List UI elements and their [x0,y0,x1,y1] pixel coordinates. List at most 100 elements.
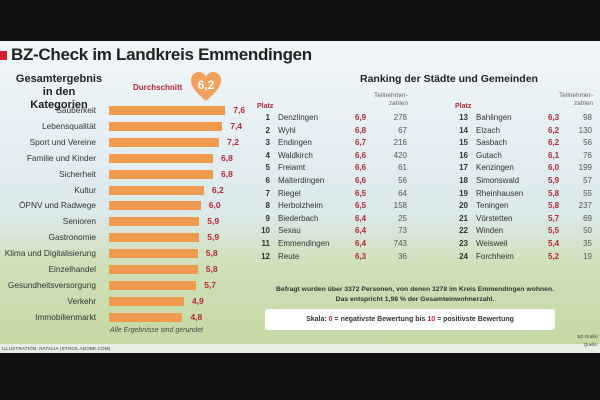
average-value: 6,2 [197,78,215,92]
scale-high: 10 [427,316,436,323]
category-heading: Gesamtergebnis in den Kategorien [15,73,103,112]
bar-value-label: 7,4 [230,120,243,131]
ranking-participants: 743 [393,239,407,248]
ranking-rank: 13 [459,113,468,122]
ranking-name: Herbolzheim [278,201,323,211]
ranking-score: 5,4 [548,239,560,248]
ranking-score: 6,2 [548,125,560,135]
ranking-participants: 57 [583,176,592,185]
ranking-score: 6,4 [355,226,367,236]
category-bar [109,153,214,163]
category-label: Kultur [74,184,96,195]
ranking-name: Riegel [278,188,301,198]
category-bar [109,121,223,131]
ranking-score: 6,7 [355,138,367,148]
category-bar [109,265,198,274]
bar-value-label: 7,2 [227,136,239,147]
category-bar [109,106,226,115]
category-label: Familie und Kinder [26,152,96,163]
bar-value-label: 5,9 [207,232,220,243]
source-credit: BZ-Grafik/Quelle: [577,333,598,349]
ranking-participants: 55 [583,188,592,198]
ranking-name: Malterdingen [278,176,325,185]
bar-value-label: 4,8 [190,311,203,322]
ranking-rank: 7 [265,188,270,198]
category-label: Einzelhandel [48,264,96,274]
ranking-participants: 19 [583,251,592,261]
ranking-rank: 9 [265,213,270,223]
ranking-participants: 69 [583,213,592,223]
bar-value-label: 5,8 [205,264,218,274]
category-bar [109,280,197,290]
footnote-line2: Das entspricht 1,98 % der Gesamteinwohne… [335,295,495,303]
ranking-score: 6,3 [548,113,560,122]
category-label: Sauberkeit [56,105,96,115]
ranking-name: Endingen [278,138,312,148]
participants-line1: Teilnehmer- [374,92,408,99]
ranking-score: 6,2 [548,138,560,148]
category-label: Immobilienmarkt [35,311,96,322]
ranking-score: 6,0 [548,163,560,173]
category-label: Gesundheitsversorgung [7,279,96,290]
participants-line2: zahlen [388,100,408,107]
ranking-rank: 21 [459,213,468,223]
participants-header-right: Teilnehmer-zahlen [543,92,593,108]
ranking-rank: 15 [459,138,468,148]
ranking-participants: 56 [583,138,592,148]
ranking-score: 6,9 [355,113,367,122]
ranking-participants: 199 [578,163,592,173]
illustration-credit: Illustration: Natalia (stock.adobe.com) [0,344,600,353]
ranking-name: Kenzingen [476,163,514,173]
ranking-rank: 10 [261,226,270,236]
ranking-score: 5,5 [548,226,560,236]
ranking-participants: 158 [393,201,407,211]
ranking-participants: 35 [583,239,592,248]
ranking-rank: 4 [265,150,270,160]
bar-value-label: 6,8 [221,168,233,179]
category-bar [109,217,200,227]
heading-line1: Gesamtergebnis [15,73,103,85]
platz-header-left: Platz [257,103,274,110]
ranking-rank: 1 [265,113,270,122]
category-bar [109,201,201,211]
heading-line2: in den Kategorien [30,86,88,111]
ranking-name: Reute [278,251,300,261]
category-bar [109,169,214,179]
ranking-name: Waldkirch [278,150,313,160]
ranking-participants: 64 [398,188,407,198]
bar-value-label: 6,0 [208,200,221,211]
participants-line1: Teilnehmer- [559,92,593,99]
ranking-name: Winden [476,226,504,236]
category-label: Senioren [62,216,96,227]
ranking-participants: 216 [393,138,407,148]
ranking-score: 5,9 [548,176,560,185]
ranking-rank: 8 [265,201,270,211]
bar-value-label: 7,6 [233,105,246,115]
ranking-score: 6,6 [355,176,367,185]
category-bar [109,312,183,322]
ranking-rank: 16 [459,150,468,160]
scale-prefix: Skala: [306,316,327,323]
ranking-participants: 61 [398,163,407,173]
category-bar [109,137,220,147]
ranking-name: Biederbach [278,213,319,223]
ranking-participants: 76 [583,150,592,160]
category-label: Sicherheit [59,168,96,179]
ranking-rank: 18 [459,176,468,185]
ranking-score: 5,8 [548,201,560,211]
platz-header-right: Platz [455,103,472,110]
footnote-line1: Befragt wurden über 3372 Personen, von d… [276,286,554,293]
ranking-rank: 22 [459,226,468,236]
participants-header-left: Teilnehmer-zahlen [358,92,408,108]
ranking-rank: 19 [459,188,468,198]
category-label: Gastronomie [48,232,97,243]
bar-value-label: 5,9 [207,216,220,227]
category-label: Verkehr [67,295,96,306]
ranking-participants: 130 [578,125,592,135]
category-label: Klima und Digitalisierung [4,248,96,259]
ranking-name: Vörstetten [476,213,513,223]
ranking-rank: 17 [459,163,468,173]
ranking-score: 6,1 [548,150,560,160]
ranking-score: 5,7 [548,213,560,223]
ranking-score: 6,8 [355,125,367,135]
